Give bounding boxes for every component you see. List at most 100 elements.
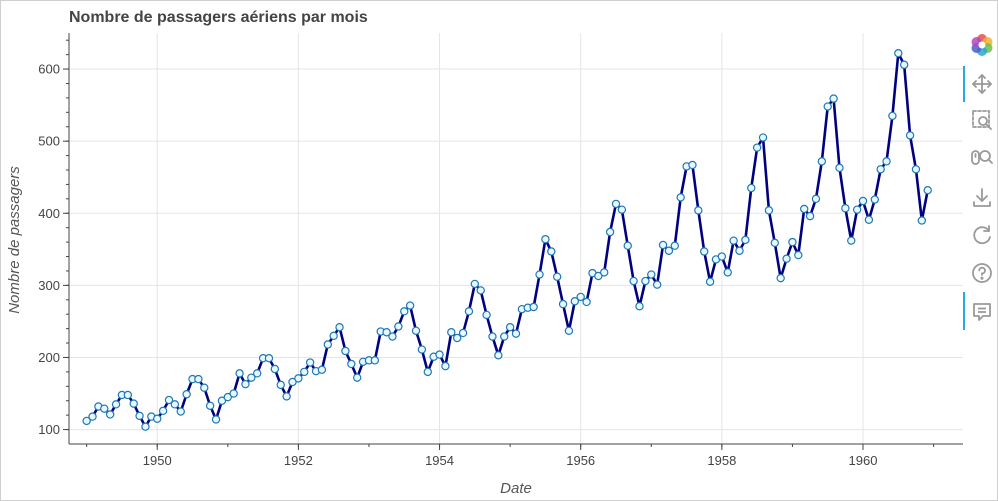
data-point — [394, 322, 403, 331]
hover-icon[interactable] — [970, 300, 994, 324]
data-point — [100, 404, 109, 413]
data-point — [435, 350, 444, 359]
data-point — [800, 204, 809, 214]
axes — [68, 33, 963, 445]
data-point — [370, 356, 380, 365]
data-point — [329, 331, 338, 341]
data-point — [452, 333, 462, 343]
data-point — [870, 195, 879, 204]
data-point — [558, 299, 568, 309]
data-point — [788, 237, 797, 247]
data-point — [164, 395, 174, 405]
data-point — [605, 227, 615, 237]
x-tick-label: 1960 — [849, 453, 878, 468]
data-point — [82, 416, 91, 426]
data-point — [829, 94, 838, 103]
data-point — [805, 211, 815, 221]
data-point — [388, 332, 397, 341]
data-point — [717, 252, 727, 261]
x-ticks: 1950 1952 1954 1956 1958 1960 — [86, 444, 935, 468]
data-point — [123, 390, 133, 400]
data-point — [864, 215, 874, 224]
data-point — [470, 279, 480, 289]
chart-toolbar — [963, 30, 998, 340]
data-point — [282, 392, 291, 401]
data-point — [652, 280, 662, 289]
data-point — [105, 410, 115, 419]
active-inspector-indicator — [963, 292, 965, 330]
bokeh-logo-icon[interactable] — [970, 33, 994, 57]
data-point — [205, 401, 215, 410]
data-point — [594, 271, 603, 281]
save-icon[interactable] — [970, 186, 994, 210]
data-point — [158, 406, 168, 416]
data-point — [835, 163, 844, 173]
y-tick-label: 500 — [38, 134, 60, 149]
data-point — [441, 361, 450, 371]
data-point — [500, 332, 509, 341]
x-axis-label: Date — [500, 480, 532, 497]
data-point — [505, 322, 515, 332]
data-point — [535, 270, 544, 279]
data-point — [647, 270, 656, 279]
y-tick-label: 100 — [38, 422, 60, 437]
data-point — [194, 374, 203, 384]
data-point — [752, 143, 762, 152]
data-point — [382, 328, 391, 337]
data-point — [464, 307, 474, 316]
data-point — [764, 206, 774, 215]
data-point — [141, 422, 150, 431]
data-point — [664, 246, 674, 255]
data-point — [111, 400, 121, 409]
y-tick-label: 200 — [38, 350, 60, 365]
data-point — [182, 390, 191, 399]
data-point — [617, 205, 627, 214]
active-tool-indicator — [963, 66, 965, 102]
y-ticks: 100 200 300 400 500 600 — [38, 39, 69, 437]
data-point — [735, 246, 744, 255]
data-point — [347, 359, 356, 369]
data-point — [729, 236, 738, 245]
data-point — [529, 302, 538, 312]
box-zoom-icon[interactable] — [970, 108, 994, 132]
data-point — [641, 276, 650, 286]
data-point — [217, 396, 227, 405]
x-tick-label: 1954 — [425, 453, 454, 468]
data-point — [235, 369, 244, 378]
y-tick-label: 600 — [38, 62, 60, 77]
x-tick-label: 1956 — [566, 453, 595, 468]
x-tick-label: 1950 — [143, 453, 172, 468]
data-point — [294, 374, 303, 383]
data-point — [341, 346, 350, 356]
data-point — [852, 205, 862, 214]
data-point — [247, 373, 256, 382]
data-point — [564, 326, 574, 335]
data-point — [353, 373, 362, 382]
data-point — [911, 165, 921, 174]
data-point — [776, 273, 785, 283]
help-icon[interactable] — [970, 261, 994, 285]
data-point — [511, 329, 521, 338]
data-point — [876, 165, 885, 174]
grid-lines — [69, 33, 963, 444]
data-point — [905, 131, 915, 140]
data-point — [899, 60, 909, 69]
data-point — [688, 160, 697, 170]
data-point — [770, 238, 779, 248]
data-point — [264, 353, 274, 363]
wheel-zoom-icon[interactable] — [970, 146, 994, 170]
data-point — [423, 367, 432, 377]
reset-icon[interactable] — [970, 223, 994, 247]
pan-icon[interactable] — [970, 72, 994, 96]
series-group — [82, 48, 932, 431]
data-point — [576, 292, 585, 302]
data-point — [476, 286, 485, 295]
data-point — [447, 328, 456, 337]
data-point — [488, 332, 497, 341]
x-tick-label: 1952 — [284, 453, 313, 468]
data-point — [747, 183, 756, 193]
data-point — [229, 389, 238, 398]
data-point — [241, 379, 250, 389]
data-point — [817, 157, 827, 166]
